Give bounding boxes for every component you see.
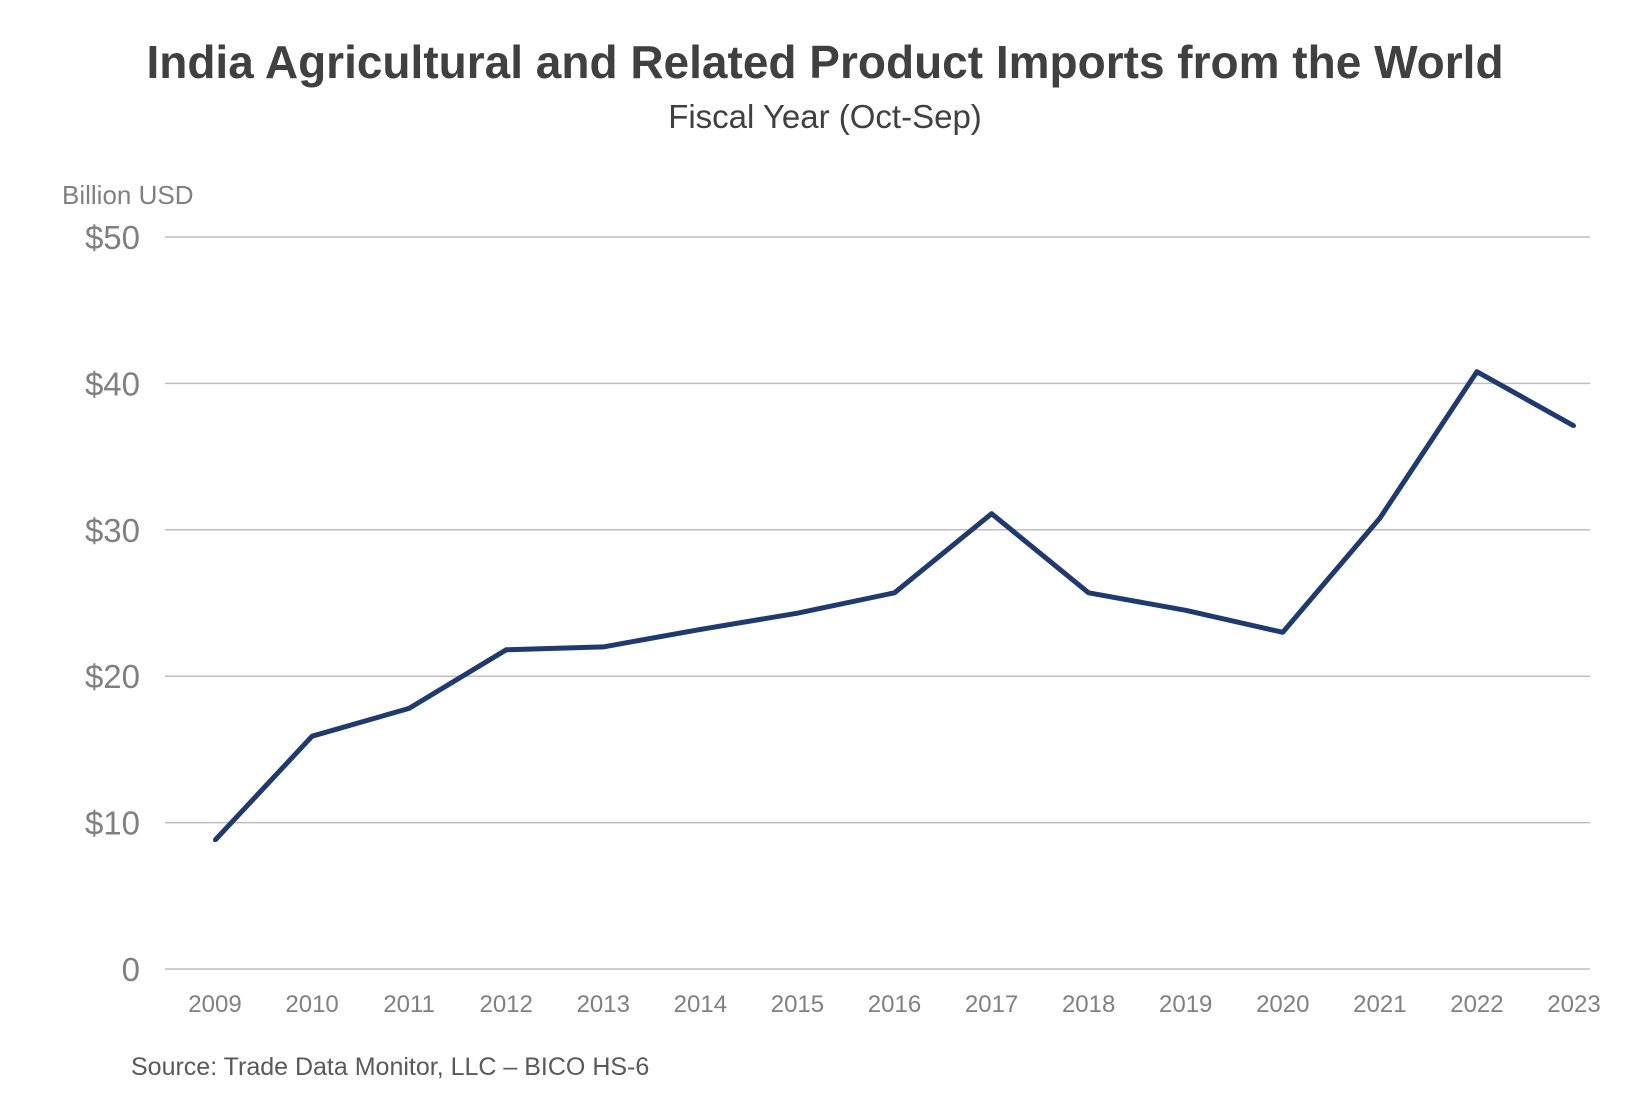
- data-point-2012: [504, 647, 509, 652]
- data-point-2013: [601, 644, 606, 649]
- x-tick-label: 2009: [188, 991, 241, 1018]
- data-point-2014: [698, 627, 703, 632]
- y-tick-label: $20: [85, 658, 140, 695]
- series-group: [213, 369, 1576, 843]
- x-tick-label: 2011: [383, 991, 435, 1018]
- data-point-2015: [795, 611, 800, 616]
- y-tick-label: 0: [122, 951, 140, 988]
- data-point-2021: [1377, 516, 1382, 521]
- data-point-2022: [1474, 369, 1479, 374]
- grid-lines: [165, 236, 1590, 970]
- chart-subtitle: Fiscal Year (Oct-Sep): [668, 98, 982, 135]
- x-tick-label: 2021: [1353, 991, 1406, 1018]
- data-point-2019: [1183, 608, 1188, 613]
- y-tick-label: $40: [85, 365, 140, 402]
- x-tick-label: 2012: [480, 991, 533, 1018]
- x-tick-label: 2022: [1450, 991, 1503, 1018]
- x-tick-label: 2014: [674, 991, 727, 1018]
- x-tick-label: 2010: [285, 991, 338, 1018]
- data-point-2023: [1572, 423, 1576, 428]
- chart-title: India Agricultural and Related Product I…: [146, 36, 1503, 88]
- x-tick-label: 2016: [868, 991, 921, 1018]
- data-point-2011: [407, 706, 412, 711]
- x-tick-label: 2023: [1547, 991, 1600, 1018]
- x-tick-label: 2017: [965, 991, 1018, 1018]
- data-point-2016: [892, 590, 897, 595]
- data-point-2009: [213, 838, 217, 843]
- x-tick-label: 2018: [1062, 991, 1115, 1018]
- y-axis-unit-label: Billion USD: [62, 180, 194, 210]
- x-axis-tick-labels: 2009 2010 2011 2012 2013 2014 2015 2016 2017 2018…: [188, 991, 1600, 1018]
- x-tick-label: 2020: [1256, 991, 1309, 1018]
- data-point-2018: [1086, 590, 1091, 595]
- y-axis-tick-labels: 0 $10 $20 $30 $40 $50: [85, 219, 140, 988]
- y-tick-label: $50: [85, 219, 140, 256]
- y-tick-label: $30: [85, 512, 140, 549]
- data-point-2020: [1280, 630, 1285, 635]
- source-note: Source: Trade Data Monitor, LLC – BICO H…: [131, 1053, 649, 1081]
- y-tick-label: $10: [85, 805, 140, 842]
- x-tick-label: 2013: [577, 991, 630, 1018]
- data-point-2010: [310, 734, 315, 739]
- x-tick-label: 2019: [1159, 991, 1212, 1018]
- x-tick-label: 2015: [771, 991, 824, 1018]
- series-line: [213, 369, 1576, 842]
- data-point-2017: [989, 511, 994, 516]
